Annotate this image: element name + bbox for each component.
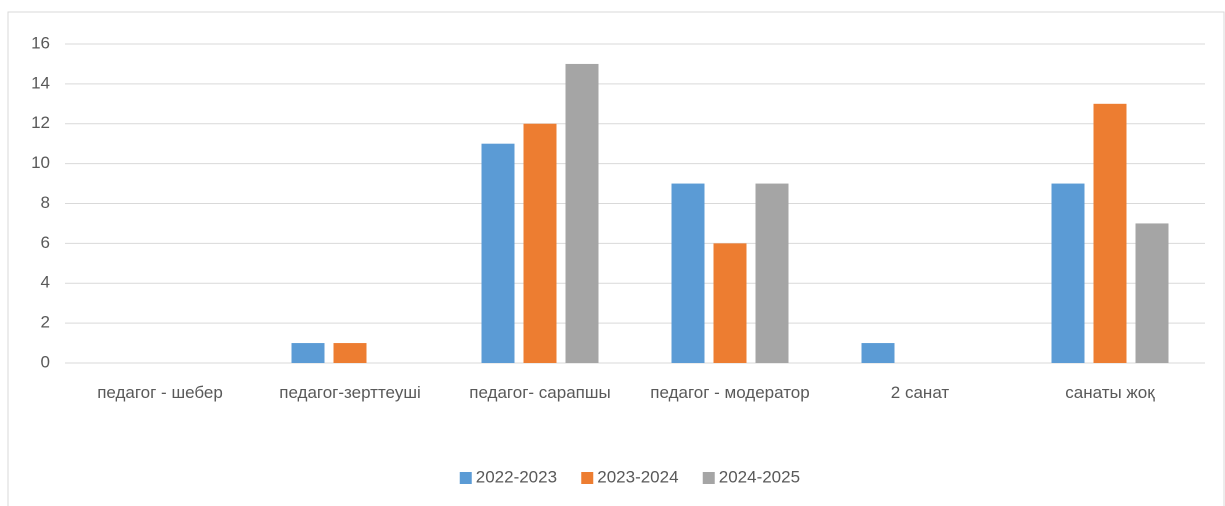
y-tick-label: 0 bbox=[41, 352, 50, 371]
bar bbox=[1051, 183, 1085, 363]
bar bbox=[291, 343, 325, 363]
x-tick-label: 2 санат bbox=[890, 383, 950, 402]
bar bbox=[481, 143, 515, 363]
x-tick-label: педагог-зерттеуші bbox=[279, 383, 421, 402]
y-tick-label: 2 bbox=[41, 313, 50, 332]
y-tick-label: 4 bbox=[41, 273, 50, 292]
legend-swatch bbox=[702, 472, 715, 484]
bar bbox=[1135, 223, 1169, 363]
chart-border bbox=[7, 11, 1225, 506]
legend-swatch bbox=[581, 472, 594, 484]
y-tick-label: 8 bbox=[41, 193, 50, 212]
bar bbox=[713, 243, 747, 363]
legend-label: 2024-2025 bbox=[719, 467, 800, 486]
x-tick-label: санаты жоқ bbox=[1065, 383, 1155, 402]
x-tick-label: педагог - шебер bbox=[97, 383, 223, 402]
legend-swatch bbox=[459, 472, 472, 484]
bar bbox=[1093, 103, 1127, 363]
y-tick-label: 14 bbox=[31, 73, 50, 92]
bar bbox=[671, 183, 705, 363]
y-tick-label: 12 bbox=[31, 113, 50, 132]
bar bbox=[565, 63, 599, 363]
bar bbox=[861, 343, 895, 363]
x-tick-label: педагог- сарапшы bbox=[469, 383, 611, 402]
bar bbox=[333, 343, 367, 363]
legend-label: 2022-2023 bbox=[476, 467, 557, 486]
bar bbox=[755, 183, 789, 363]
x-tick-label: педагог - модератор bbox=[650, 383, 810, 402]
y-tick-label: 16 bbox=[31, 33, 50, 52]
legend-label: 2023-2024 bbox=[597, 467, 678, 486]
y-tick-label: 6 bbox=[41, 233, 50, 252]
y-tick-label: 10 bbox=[31, 153, 50, 172]
bar bbox=[523, 123, 557, 363]
